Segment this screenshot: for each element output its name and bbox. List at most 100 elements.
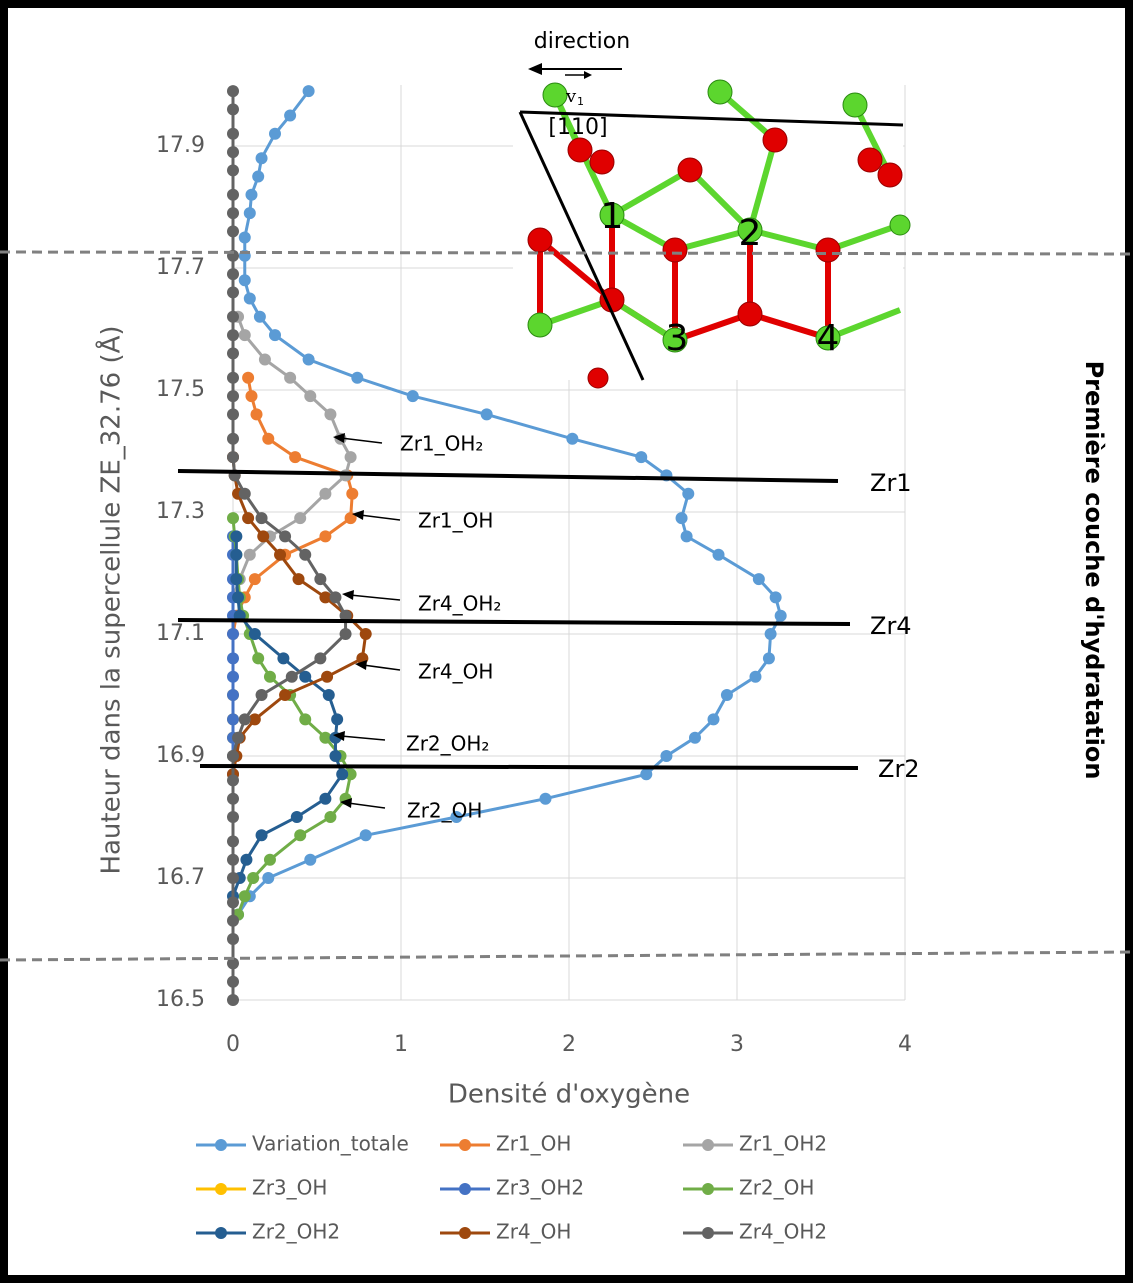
annotation-arrowhead [340,798,352,808]
data-point [227,872,239,884]
data-point [346,487,359,500]
data-point [227,933,239,945]
legend-marker [702,1139,714,1151]
data-point [660,750,673,762]
level-line [177,618,851,626]
annotation-arrow [349,594,401,601]
data-point [351,371,364,384]
inset-site: 1 [601,196,624,237]
data-point [238,890,251,903]
data-point [635,451,648,464]
data-point [258,353,271,366]
data-point [294,512,307,525]
data-point [227,103,239,116]
data-point [240,853,253,866]
inset-vector-index: 1 [577,95,584,108]
data-point [319,530,332,543]
inset-site: 3 [666,318,689,359]
data-point [227,835,239,848]
series [232,85,787,921]
data-point [322,689,335,701]
data-point [227,652,239,665]
data-point [238,329,251,342]
legend-marker [702,1183,714,1195]
data-point [764,628,777,640]
data-point [227,994,239,1006]
data-point [227,451,239,464]
annotation: Zr1 [870,469,912,497]
data-point [227,371,239,384]
data-point [314,652,327,665]
data-point [245,188,258,201]
dashed-boundary [0,250,1133,256]
data-point [269,127,281,140]
legend-marker [215,1183,227,1195]
annotation: Zr2_OH [407,799,482,823]
data-point [339,609,352,622]
series-line [231,91,348,1000]
data-point [227,310,239,323]
data-point [359,829,372,842]
data-point [712,548,725,561]
data-point [319,731,332,744]
data-point [255,829,268,842]
legend-marker [215,1139,227,1151]
data-point [680,530,693,543]
data-point [238,713,251,726]
data-point [769,591,782,604]
x-tick-label: 0 [226,1032,240,1057]
data-point [314,573,327,586]
data-point [480,408,493,421]
data-point [227,188,239,201]
data-point [329,750,342,762]
data-point [227,164,239,177]
legend-marker [459,1227,471,1239]
data-point [319,792,332,805]
data-point [329,591,342,604]
data-point [227,408,239,421]
annotation: Zr4 [870,612,912,640]
data-point [245,390,258,403]
data-point [227,853,239,866]
data-point [304,390,317,403]
data-point [227,512,239,525]
data-point [289,451,302,464]
x-tick-label: 4 [898,1032,912,1057]
annotation-arrowhead [333,433,345,443]
data-point [230,530,243,543]
data-point [227,792,239,805]
data-point [319,487,332,500]
dashed-boundary [0,950,1133,962]
data-point [277,652,290,665]
data-point [247,872,260,884]
data-point [263,853,276,866]
annotation-arrow [340,437,383,444]
data-point [227,286,239,299]
data-point [252,652,265,665]
data-point [227,689,239,701]
data-point [252,170,265,183]
annotation-arrowhead [333,731,345,741]
data-point [227,713,239,726]
data-point [238,274,251,287]
annotation-arrow [362,664,401,671]
annotation: Zr1_OH₂ [400,432,483,456]
data-point [344,512,357,525]
y-tick-label: 17.5 [156,377,205,402]
data-point [675,512,688,525]
data-point [227,957,239,970]
data-point [227,811,239,823]
inset-site: 2 [739,213,762,254]
side-label: Première couche d'hydratation [1080,361,1108,780]
y-axis-title: Hauteur dans la supercellule ZE_32.76 (Å… [95,325,127,874]
data-point [319,591,332,604]
y-tick-label: 16.9 [156,743,205,768]
data-point [284,371,297,384]
data-point [255,512,268,525]
data-point [339,628,352,640]
legend-label: Variation_totale [252,1132,409,1156]
data-point [227,85,239,98]
data-point [762,652,775,665]
legend-label: Zr1_OH2 [739,1132,827,1156]
data-point [539,792,552,805]
